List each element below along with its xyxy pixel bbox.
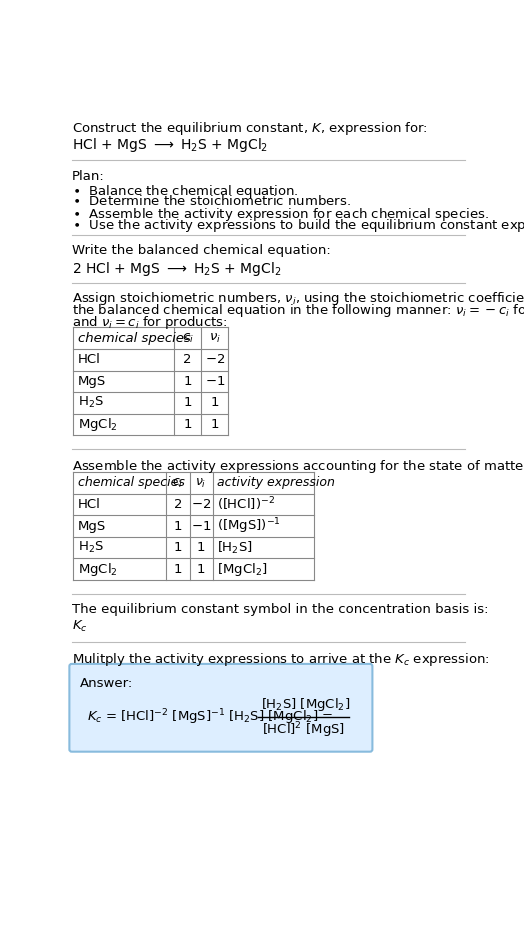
Text: 1: 1: [197, 541, 205, 554]
Text: chemical species: chemical species: [78, 476, 185, 490]
Text: and $\nu_i = c_i$ for products:: and $\nu_i = c_i$ for products:: [72, 314, 227, 331]
Text: $\bullet$  Assemble the activity expression for each chemical species.: $\bullet$ Assemble the activity expressi…: [72, 205, 488, 223]
Text: $-1$: $-1$: [204, 375, 225, 388]
Text: activity expression: activity expression: [217, 476, 335, 490]
Text: $K_c$ = [HCl]$^{-2}$ [MgS]$^{-1}$ [H$_2$S] [MgCl$_2$] =: $K_c$ = [HCl]$^{-2}$ [MgS]$^{-1}$ [H$_2$…: [87, 708, 333, 727]
Text: H$_2$S: H$_2$S: [78, 540, 104, 555]
Text: $K_c$: $K_c$: [72, 618, 88, 633]
Text: MgCl$_2$: MgCl$_2$: [78, 561, 118, 577]
Text: 2: 2: [183, 353, 192, 366]
Text: MgCl$_2$: MgCl$_2$: [78, 416, 118, 433]
Text: Construct the equilibrium constant, $K$, expression for:: Construct the equilibrium constant, $K$,…: [72, 120, 428, 137]
Text: ([HCl])$^{-2}$: ([HCl])$^{-2}$: [217, 495, 276, 514]
Text: $-2$: $-2$: [204, 353, 225, 366]
Text: HCl: HCl: [78, 498, 101, 511]
Text: ([MgS])$^{-1}$: ([MgS])$^{-1}$: [217, 516, 281, 535]
Text: HCl + MgS $\longrightarrow$ H$_2$S + MgCl$_2$: HCl + MgS $\longrightarrow$ H$_2$S + MgC…: [72, 136, 268, 154]
Text: MgS: MgS: [78, 519, 106, 533]
Text: 1: 1: [183, 375, 192, 388]
Text: $c_i$: $c_i$: [172, 476, 183, 490]
Text: Plan:: Plan:: [72, 169, 104, 183]
Text: [H$_2$S] [MgCl$_2$]: [H$_2$S] [MgCl$_2$]: [261, 696, 350, 713]
Text: the balanced chemical equation in the following manner: $\nu_i = -c_i$ for react: the balanced chemical equation in the fo…: [72, 302, 524, 319]
Text: $c_i$: $c_i$: [182, 332, 193, 345]
Text: 1: 1: [211, 417, 219, 431]
Text: Mulitply the activity expressions to arrive at the $K_c$ expression:: Mulitply the activity expressions to arr…: [72, 650, 489, 668]
Text: [MgCl$_2$]: [MgCl$_2$]: [217, 561, 268, 577]
Text: HCl: HCl: [78, 353, 101, 366]
Text: 2: 2: [173, 498, 182, 511]
Text: 1: 1: [173, 541, 182, 554]
Text: $-1$: $-1$: [191, 519, 211, 533]
Text: MgS: MgS: [78, 375, 106, 388]
Text: 1: 1: [183, 417, 192, 431]
FancyBboxPatch shape: [69, 664, 373, 751]
Text: 1: 1: [211, 397, 219, 409]
Text: $-2$: $-2$: [191, 498, 211, 511]
Text: Answer:: Answer:: [80, 677, 133, 690]
Text: $\bullet$  Balance the chemical equation.: $\bullet$ Balance the chemical equation.: [72, 183, 298, 200]
Text: 1: 1: [183, 397, 192, 409]
Text: chemical species: chemical species: [78, 332, 191, 344]
Text: H$_2$S: H$_2$S: [78, 396, 104, 411]
Text: $\bullet$  Use the activity expressions to build the equilibrium constant expres: $\bullet$ Use the activity expressions t…: [72, 217, 524, 234]
Text: 1: 1: [173, 563, 182, 575]
Text: [H$_2$S]: [H$_2$S]: [217, 539, 253, 555]
Text: $\bullet$  Determine the stoichiometric numbers.: $\bullet$ Determine the stoichiometric n…: [72, 194, 351, 208]
Text: [HCl]$^2$ [MgS]: [HCl]$^2$ [MgS]: [263, 720, 345, 740]
Text: 1: 1: [197, 563, 205, 575]
Text: Assign stoichiometric numbers, $\nu_i$, using the stoichiometric coefficients, $: Assign stoichiometric numbers, $\nu_i$, …: [72, 290, 524, 307]
Text: 1: 1: [173, 519, 182, 533]
Text: The equilibrium constant symbol in the concentration basis is:: The equilibrium constant symbol in the c…: [72, 603, 488, 616]
Text: $\nu_i$: $\nu_i$: [195, 476, 207, 490]
Text: Assemble the activity expressions accounting for the state of matter and $\nu_i$: Assemble the activity expressions accoun…: [72, 458, 524, 476]
Text: $\nu_i$: $\nu_i$: [209, 332, 221, 345]
Text: Write the balanced chemical equation:: Write the balanced chemical equation:: [72, 244, 331, 258]
Text: 2 HCl + MgS $\longrightarrow$ H$_2$S + MgCl$_2$: 2 HCl + MgS $\longrightarrow$ H$_2$S + M…: [72, 260, 281, 278]
